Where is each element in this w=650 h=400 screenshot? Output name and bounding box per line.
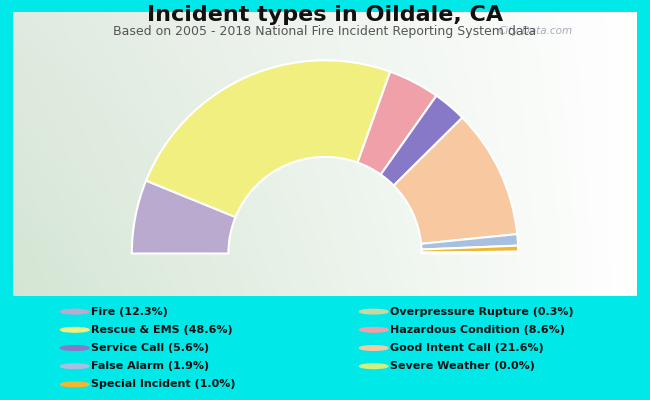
Text: Severe Weather (0.0%): Severe Weather (0.0%) xyxy=(390,361,535,371)
Text: Rescue & EMS (48.6%): Rescue & EMS (48.6%) xyxy=(91,325,233,335)
Wedge shape xyxy=(394,118,517,244)
Text: Overpressure Rupture (0.3%): Overpressure Rupture (0.3%) xyxy=(390,306,573,317)
Wedge shape xyxy=(381,96,462,186)
Text: Good Intent Call (21.6%): Good Intent Call (21.6%) xyxy=(390,343,544,353)
Text: False Alarm (1.9%): False Alarm (1.9%) xyxy=(91,361,209,371)
Text: Special Incident (1.0%): Special Incident (1.0%) xyxy=(91,379,235,390)
Circle shape xyxy=(60,346,89,350)
Wedge shape xyxy=(421,234,518,250)
Text: City-Data.com: City-Data.com xyxy=(498,26,572,36)
Wedge shape xyxy=(422,252,518,254)
Text: Incident types in Oildale, CA: Incident types in Oildale, CA xyxy=(147,5,503,25)
Wedge shape xyxy=(132,181,235,254)
Text: Service Call (5.6%): Service Call (5.6%) xyxy=(91,343,209,353)
Circle shape xyxy=(359,328,388,332)
Wedge shape xyxy=(421,246,518,252)
Text: Fire (12.3%): Fire (12.3%) xyxy=(91,306,168,317)
Wedge shape xyxy=(358,72,436,174)
Circle shape xyxy=(60,382,89,387)
Circle shape xyxy=(359,364,388,368)
Circle shape xyxy=(359,346,388,350)
Circle shape xyxy=(60,364,89,368)
Text: Hazardous Condition (8.6%): Hazardous Condition (8.6%) xyxy=(390,325,565,335)
Circle shape xyxy=(60,328,89,332)
Text: Based on 2005 - 2018 National Fire Incident Reporting System data: Based on 2005 - 2018 National Fire Incid… xyxy=(113,25,537,38)
Wedge shape xyxy=(146,60,390,217)
Circle shape xyxy=(359,309,388,314)
Circle shape xyxy=(60,309,89,314)
